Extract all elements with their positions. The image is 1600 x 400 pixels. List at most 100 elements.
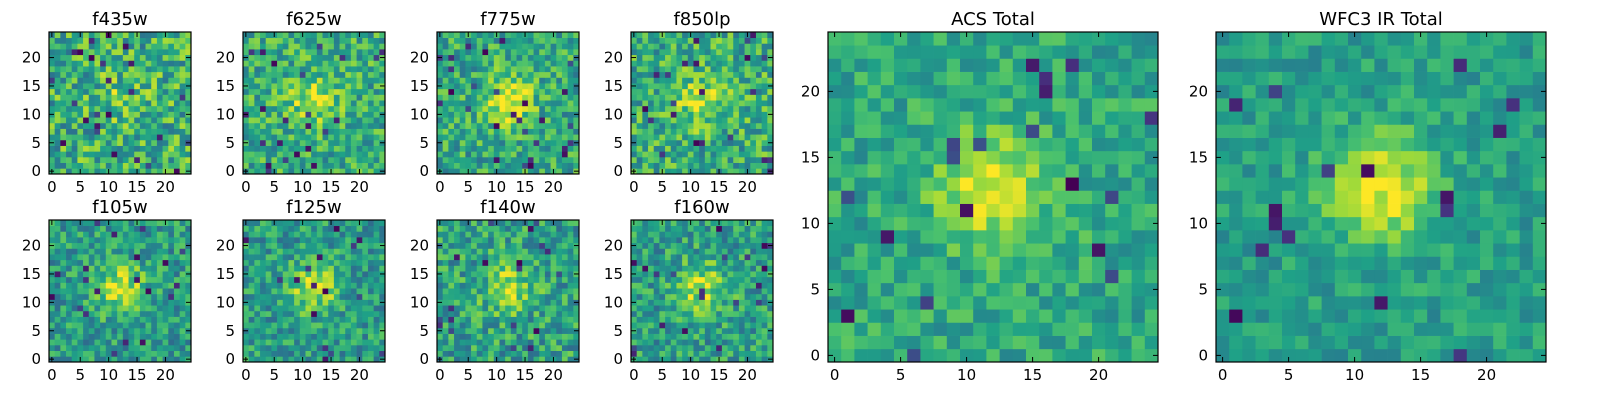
heatmap-cell <box>316 77 323 84</box>
heatmap-cell <box>367 60 374 67</box>
heatmap-cell <box>173 37 180 44</box>
heatmap-cell <box>282 225 289 232</box>
heatmap-cell <box>550 111 557 118</box>
heatmap-cell <box>442 237 449 244</box>
heatmap-cell <box>243 316 250 323</box>
heatmap-cell <box>77 305 84 312</box>
heatmap-cell <box>721 293 728 300</box>
heatmap-cell <box>379 77 386 84</box>
heatmap-cell <box>516 282 523 289</box>
heatmap-cell <box>727 139 734 146</box>
heatmap-cell <box>459 310 466 317</box>
heatmap-cell <box>510 344 517 351</box>
heatmap-cell <box>71 288 78 295</box>
heatmap-cell <box>243 248 250 255</box>
heatmap-cell <box>727 344 734 351</box>
heatmap-cell <box>533 259 540 266</box>
heatmap-cell <box>105 259 112 266</box>
heatmap-cell <box>471 231 478 238</box>
heatmap-cell <box>704 105 711 112</box>
heatmap-cell <box>299 299 306 306</box>
heatmap-cell <box>676 100 683 107</box>
heatmap-cell <box>550 105 557 112</box>
heatmap-cell <box>111 344 118 351</box>
heatmap-cell <box>248 111 255 118</box>
heatmap-cell <box>71 156 78 163</box>
heatmap-cell <box>248 242 255 249</box>
heatmap-cell <box>168 220 175 227</box>
heatmap-cell <box>139 225 146 232</box>
heatmap-cell <box>471 299 478 306</box>
heatmap-cell <box>670 134 677 141</box>
heatmap-cell <box>294 327 301 334</box>
heatmap-cell <box>454 265 461 272</box>
heatmap-cell <box>362 288 369 295</box>
heatmap-cell <box>83 305 90 312</box>
heatmap-cell <box>676 356 683 363</box>
heatmap-cell <box>721 60 728 67</box>
heatmap-cell <box>367 248 374 255</box>
heatmap-cell <box>111 60 118 67</box>
heatmap-cell <box>561 139 568 146</box>
heatmap-cell <box>134 265 141 272</box>
heatmap-cell <box>248 316 255 323</box>
heatmap-cell <box>687 282 694 289</box>
heatmap-cell <box>328 100 335 107</box>
heatmap-cell <box>659 88 666 95</box>
heatmap-cell <box>687 145 694 152</box>
heatmap-cell <box>350 111 357 118</box>
heatmap-cell <box>665 276 672 283</box>
heatmap-cell <box>254 71 261 78</box>
heatmap-cell <box>682 339 689 346</box>
heatmap-cell <box>105 327 112 334</box>
heatmap-cell <box>277 259 284 266</box>
heatmap-cell <box>636 282 643 289</box>
heatmap-cell <box>305 225 312 232</box>
heatmap-cell <box>744 139 751 146</box>
y-tick-label: 15 <box>410 265 429 283</box>
heatmap-cell <box>282 134 289 141</box>
heatmap-cell <box>567 49 574 56</box>
heatmap-cell <box>442 231 449 238</box>
heatmap-cell <box>248 88 255 95</box>
heatmap-cell <box>254 254 261 261</box>
heatmap-cell <box>111 111 118 118</box>
heatmap-cell <box>454 168 461 175</box>
heatmap-cell <box>493 122 500 129</box>
heatmap-cell <box>676 156 683 163</box>
heatmap-cell <box>288 100 295 107</box>
heatmap-cell <box>139 339 146 346</box>
heatmap-cell <box>738 49 745 56</box>
heatmap-cell <box>373 88 380 95</box>
x-tick-label: 10 <box>487 178 506 196</box>
heatmap-cell <box>179 248 186 255</box>
heatmap-cell <box>134 237 141 244</box>
heatmap-cell <box>556 231 563 238</box>
heatmap-cell <box>448 94 455 101</box>
heatmap-cell <box>516 88 523 95</box>
heatmap-cell <box>367 71 374 78</box>
heatmap-cell <box>448 66 455 73</box>
heatmap-cell <box>373 100 380 107</box>
heatmap-cell <box>362 105 369 112</box>
heatmap-cell <box>271 350 278 357</box>
heatmap-cell <box>173 151 180 158</box>
heatmap-cell <box>716 111 723 118</box>
heatmap-cell <box>665 344 672 351</box>
heatmap-cell <box>567 276 574 283</box>
heatmap-cell <box>66 327 73 334</box>
heatmap-cell <box>550 83 557 90</box>
heatmap-cell <box>767 322 774 329</box>
heatmap-cell <box>362 242 369 249</box>
heatmap-cell <box>305 43 312 50</box>
heatmap-cell <box>350 128 357 135</box>
heatmap-cell <box>533 88 540 95</box>
heatmap-cell <box>573 316 580 323</box>
heatmap-cell <box>356 248 363 255</box>
heatmap-cell <box>755 83 762 90</box>
heatmap-cell <box>345 77 352 84</box>
heatmap-cell <box>379 134 386 141</box>
heatmap-cell <box>356 299 363 306</box>
heatmap-cell <box>704 54 711 61</box>
